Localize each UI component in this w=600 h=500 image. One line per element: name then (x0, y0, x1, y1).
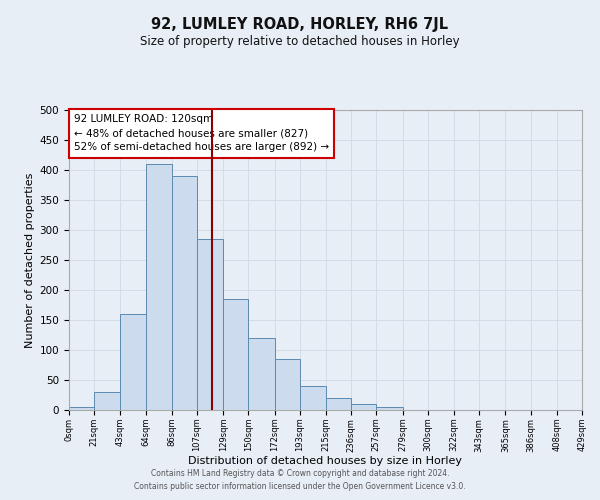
Bar (275, 359, 300, 410)
Text: 92 LUMLEY ROAD: 120sqm
← 48% of detached houses are smaller (827)
52% of semi-de: 92 LUMLEY ROAD: 120sqm ← 48% of detached… (74, 114, 329, 152)
Bar (172, 176, 197, 410)
Y-axis label: Number of detached properties: Number of detached properties (25, 172, 35, 348)
Text: 92, LUMLEY ROAD, HORLEY, RH6 7JL: 92, LUMLEY ROAD, HORLEY, RH6 7JL (151, 18, 449, 32)
Bar (69, 407, 94, 410)
Text: Size of property relative to detached houses in Horley: Size of property relative to detached ho… (140, 35, 460, 48)
Bar (326, 398, 351, 410)
Bar (94, 392, 121, 410)
Bar (197, 239, 223, 410)
Bar (351, 404, 376, 410)
Bar (376, 407, 403, 410)
Bar (146, 164, 172, 410)
Bar (223, 299, 248, 410)
Text: Contains HM Land Registry data © Crown copyright and database right 2024.: Contains HM Land Registry data © Crown c… (151, 468, 449, 477)
Bar (300, 386, 326, 410)
Bar (121, 314, 146, 410)
Text: Contains public sector information licensed under the Open Government Licence v3: Contains public sector information licen… (134, 482, 466, 491)
Bar (248, 338, 275, 410)
X-axis label: Distribution of detached houses by size in Horley: Distribution of detached houses by size … (188, 456, 463, 466)
